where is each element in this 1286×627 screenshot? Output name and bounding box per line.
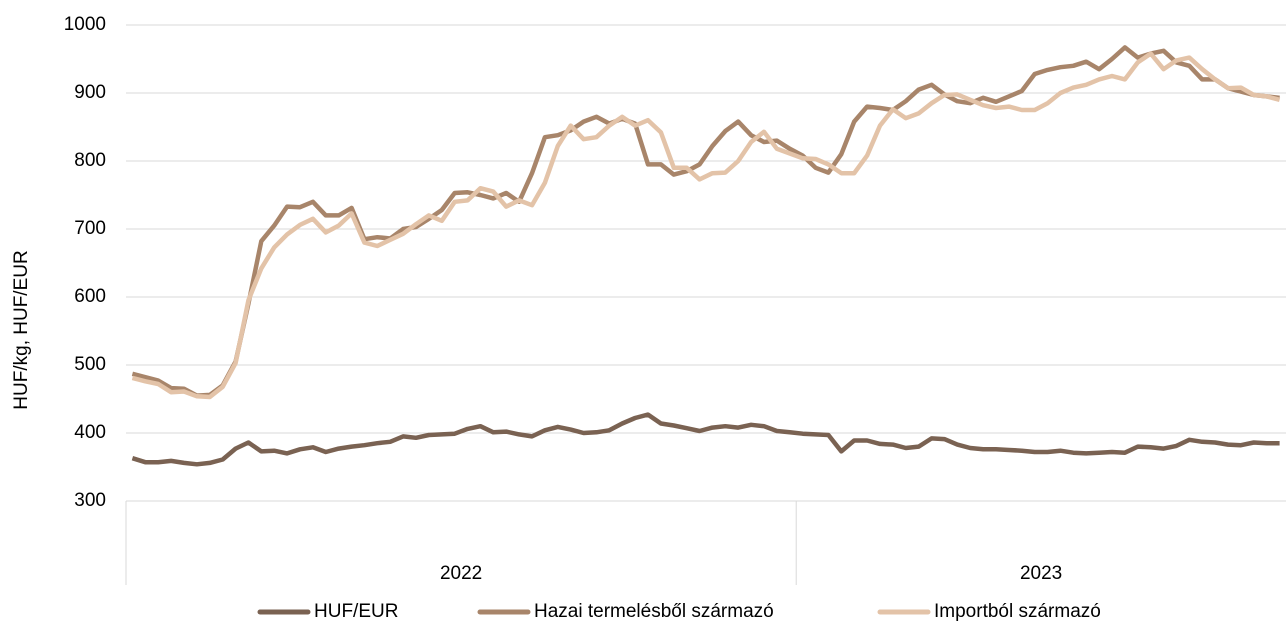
y-tick-label: 900 (74, 82, 106, 103)
series-line (131, 51, 1281, 400)
legend-label: Importból származó (934, 601, 1101, 622)
y-tick-label: 600 (74, 286, 106, 307)
y-axis-title: HUF/kg, HUF/EUR (11, 250, 32, 409)
legend-label: HUF/EUR (314, 601, 398, 622)
group-label: 2022 (440, 563, 482, 584)
legend-label: Hazai termelésből származó (534, 601, 774, 622)
y-tick-label: 800 (74, 150, 106, 171)
y-tick-label: 1000 (64, 14, 106, 35)
group-label: 2023 (1020, 563, 1062, 584)
y-tick-label: 300 (74, 490, 106, 511)
series-line (131, 45, 1280, 398)
series-line (131, 412, 1280, 467)
y-tick-label: 400 (74, 422, 106, 443)
y-tick-label: 500 (74, 354, 106, 375)
y-tick-label: 700 (74, 218, 106, 239)
